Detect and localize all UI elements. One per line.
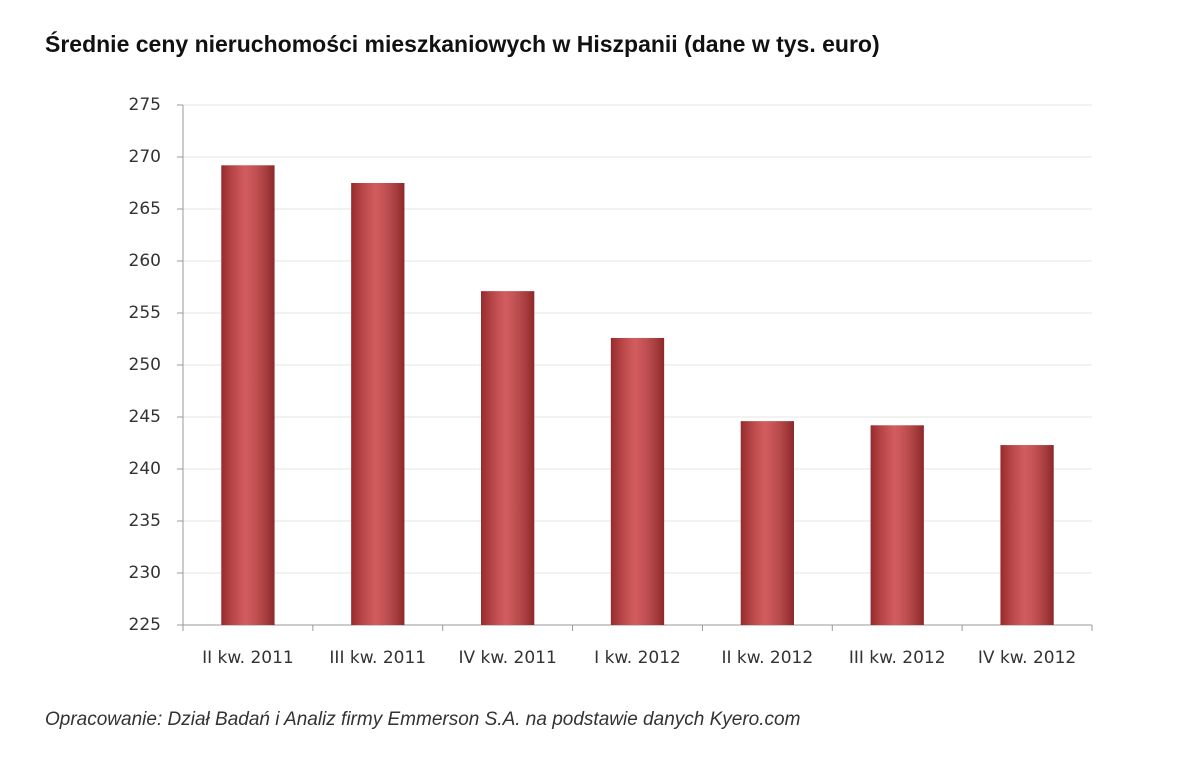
x-tick-label: III kw. 2011 xyxy=(329,648,426,668)
y-tick-label: 225 xyxy=(129,615,161,635)
bar xyxy=(351,183,405,625)
x-tick-label: II kw. 2012 xyxy=(722,648,814,668)
y-tick-label: 270 xyxy=(129,147,161,167)
y-tick-label: 245 xyxy=(129,407,161,427)
y-tick-label: 235 xyxy=(129,511,161,531)
bar xyxy=(740,421,794,625)
bar xyxy=(870,425,924,625)
bar xyxy=(221,165,275,625)
bar xyxy=(1000,445,1054,625)
y-tick-label: 250 xyxy=(129,355,161,375)
bar xyxy=(481,291,535,625)
y-tick-label: 240 xyxy=(129,459,161,479)
x-tick-label: IV kw. 2012 xyxy=(978,648,1076,668)
x-tick-label: I kw. 2012 xyxy=(594,648,681,668)
x-tick-label: III kw. 2012 xyxy=(849,648,946,668)
y-tick-label: 265 xyxy=(129,199,161,219)
x-tick-label: II kw. 2011 xyxy=(202,648,294,668)
y-tick-label: 275 xyxy=(129,95,161,115)
y-tick-label: 230 xyxy=(129,563,161,583)
chart-source: Opracowanie: Dział Badań i Analiz firmy … xyxy=(45,709,800,730)
x-tick-label: IV kw. 2011 xyxy=(458,648,556,668)
y-tick-label: 255 xyxy=(129,303,161,323)
y-tick-label: 260 xyxy=(129,251,161,271)
chart-title: Średnie ceny nieruchomości mieszkaniowyc… xyxy=(45,30,880,57)
bar xyxy=(610,337,665,625)
